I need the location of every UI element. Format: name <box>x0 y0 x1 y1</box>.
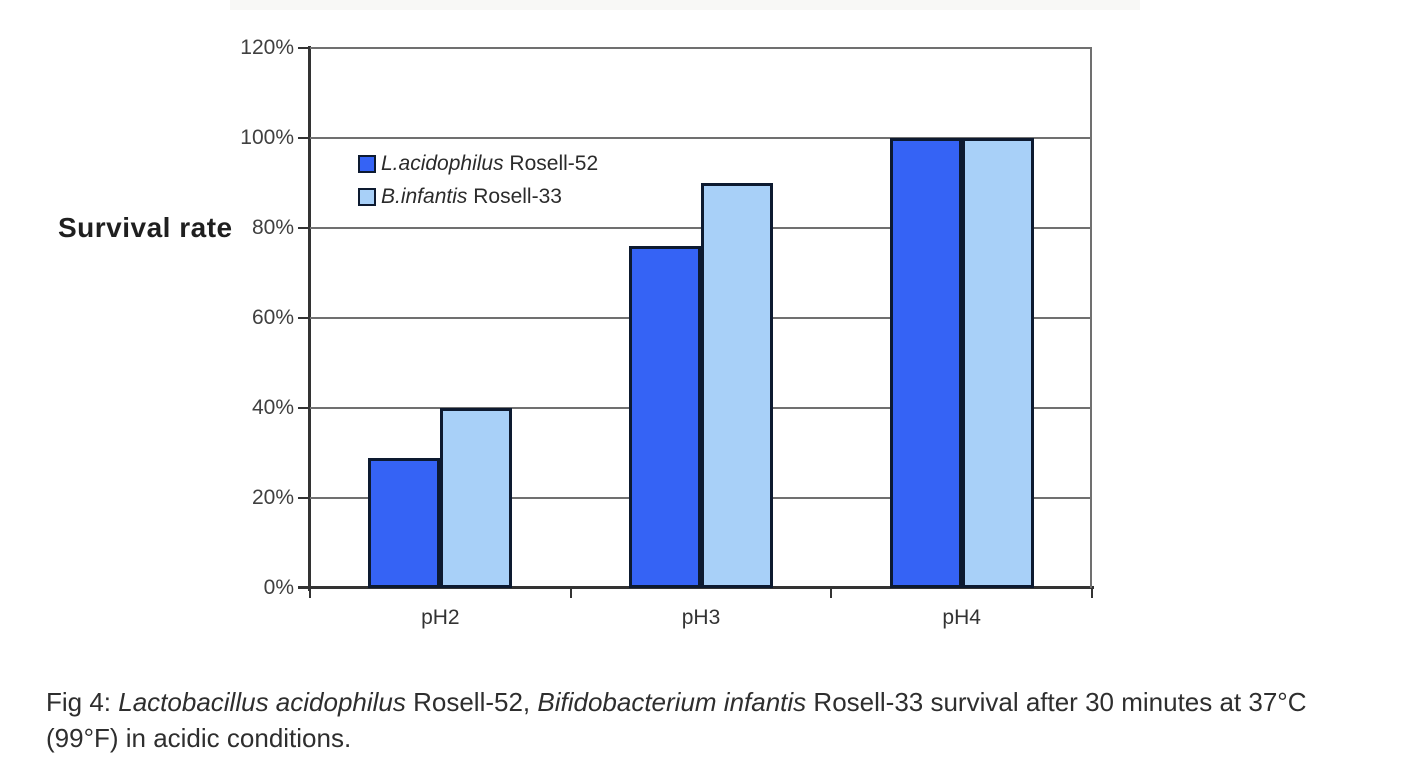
y-tick-label-60: 60% <box>251 306 294 329</box>
bar-pH3-L.acidophilus <box>629 246 701 588</box>
plot-right-frame <box>1090 48 1092 588</box>
caption-line-2: (99°F) in acidic conditions. <box>46 723 352 753</box>
cropped-text-artifact <box>230 0 1140 10</box>
legend-item-1: B.infantis Rosell-33 <box>358 183 598 211</box>
x-category-label-pH4: pH4 <box>942 606 981 629</box>
bar-pH2-B.infantis <box>440 408 513 588</box>
x-tick-3 <box>1091 589 1093 598</box>
x-tick-0 <box>309 589 311 598</box>
y-axis-title: Survival rate <box>58 212 233 243</box>
bar-pH3-B.infantis <box>701 183 773 588</box>
y-tick-label-80: 80% <box>251 216 294 239</box>
y-tick-80 <box>298 227 309 229</box>
y-tick-100 <box>298 137 309 139</box>
y-tick-label-40: 40% <box>251 396 294 419</box>
legend-label: L.acidophilus Rosell-52 <box>381 152 599 175</box>
bar-pH2-L.acidophilus <box>368 457 441 588</box>
y-tick-0 <box>298 587 309 589</box>
legend-item-0: L.acidophilus Rosell-52 <box>358 150 598 178</box>
y-tick-40 <box>298 407 309 409</box>
legend-label: B.infantis Rosell-33 <box>381 185 562 208</box>
y-tick-20 <box>298 497 309 499</box>
plot-area: L.acidophilus Rosell-52 B.infantis Rosell… <box>310 47 1092 588</box>
y-tick-120 <box>298 47 309 49</box>
bar-pH4-L.acidophilus <box>889 138 962 588</box>
gridline-120 <box>310 47 1092 49</box>
y-tick-label-0: 0% <box>263 576 294 599</box>
caption-line-1: Fig 4: Lactobacillus acidophilus Rosell-… <box>46 687 1307 717</box>
gridline-100 <box>310 137 1092 139</box>
bar-pH4-B.infantis <box>961 138 1034 588</box>
legend-swatch-icon <box>358 188 376 206</box>
legend-swatch-icon <box>358 155 376 173</box>
x-category-label-pH3: pH3 <box>681 606 721 629</box>
y-tick-label-120: 120% <box>240 36 294 59</box>
x-tick-1 <box>569 589 572 598</box>
y-tick-60 <box>298 317 309 319</box>
y-tick-label-20: 20% <box>251 486 294 509</box>
legend: L.acidophilus Rosell-52 B.infantis Rosell… <box>358 150 598 216</box>
x-category-label-pH2: pH2 <box>421 606 460 629</box>
y-axis-line <box>308 46 311 591</box>
figure-caption: Fig 4: Lactobacillus acidophilus Rosell-… <box>46 684 1386 756</box>
x-tick-2 <box>830 589 833 598</box>
y-tick-label-100: 100% <box>240 126 294 149</box>
